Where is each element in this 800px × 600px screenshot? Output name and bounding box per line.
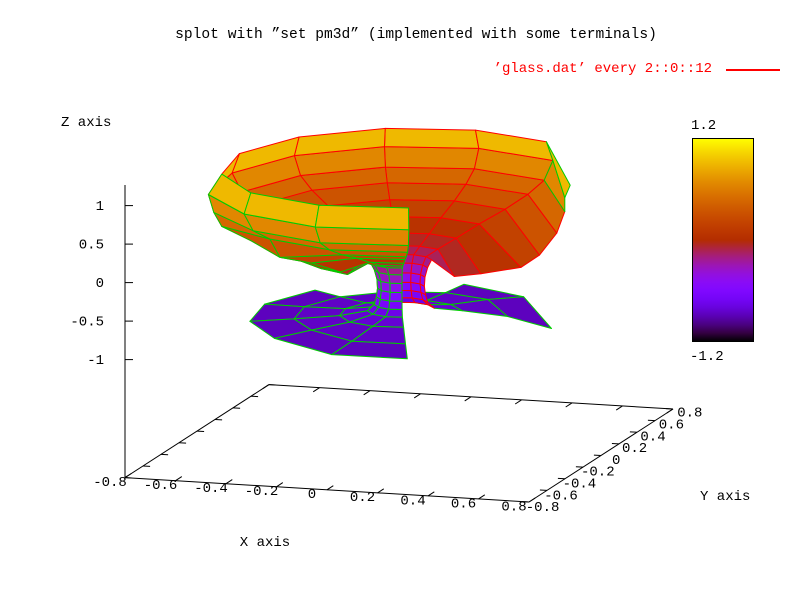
- svg-text:1.2: 1.2: [691, 118, 716, 134]
- svg-text:-0.8: -0.8: [526, 500, 560, 516]
- svg-text:0.4: 0.4: [400, 493, 425, 509]
- svg-text:-0.6: -0.6: [544, 488, 578, 504]
- svg-text:1: 1: [96, 199, 104, 215]
- svg-text:0.4: 0.4: [640, 429, 665, 445]
- svg-text:X axis: X axis: [240, 535, 290, 551]
- svg-text:-1: -1: [87, 353, 104, 369]
- svg-text:0.8: 0.8: [501, 499, 526, 515]
- svg-text:0.2: 0.2: [350, 490, 375, 506]
- svg-text:-0.4: -0.4: [194, 481, 228, 497]
- svg-text:0.6: 0.6: [659, 418, 684, 434]
- svg-text:-1.2: -1.2: [690, 349, 724, 365]
- svg-text:0.6: 0.6: [451, 496, 476, 512]
- svg-text:-0.6: -0.6: [144, 478, 178, 494]
- svg-text:0.8: 0.8: [677, 406, 702, 422]
- svg-text:0.5: 0.5: [79, 238, 104, 254]
- svg-text:-0.2: -0.2: [581, 465, 615, 481]
- svg-text:’glass.dat’ every 2::0::12: ’glass.dat’ every 2::0::12: [494, 61, 712, 77]
- svg-text:-0.4: -0.4: [563, 477, 597, 493]
- svg-text:0: 0: [96, 276, 104, 292]
- svg-text:-0.2: -0.2: [245, 484, 279, 500]
- svg-text:0.2: 0.2: [622, 441, 647, 457]
- svg-text:0: 0: [308, 487, 316, 503]
- svg-text:Y axis: Y axis: [700, 489, 750, 505]
- svg-text:0: 0: [612, 453, 620, 469]
- svg-text:-0.8: -0.8: [93, 475, 127, 491]
- svg-text:-0.5: -0.5: [70, 315, 104, 331]
- svg-text:splot with ”set pm3d” (impleme: splot with ”set pm3d” (implemented with …: [175, 27, 657, 43]
- svg-text:Z axis: Z axis: [61, 115, 111, 131]
